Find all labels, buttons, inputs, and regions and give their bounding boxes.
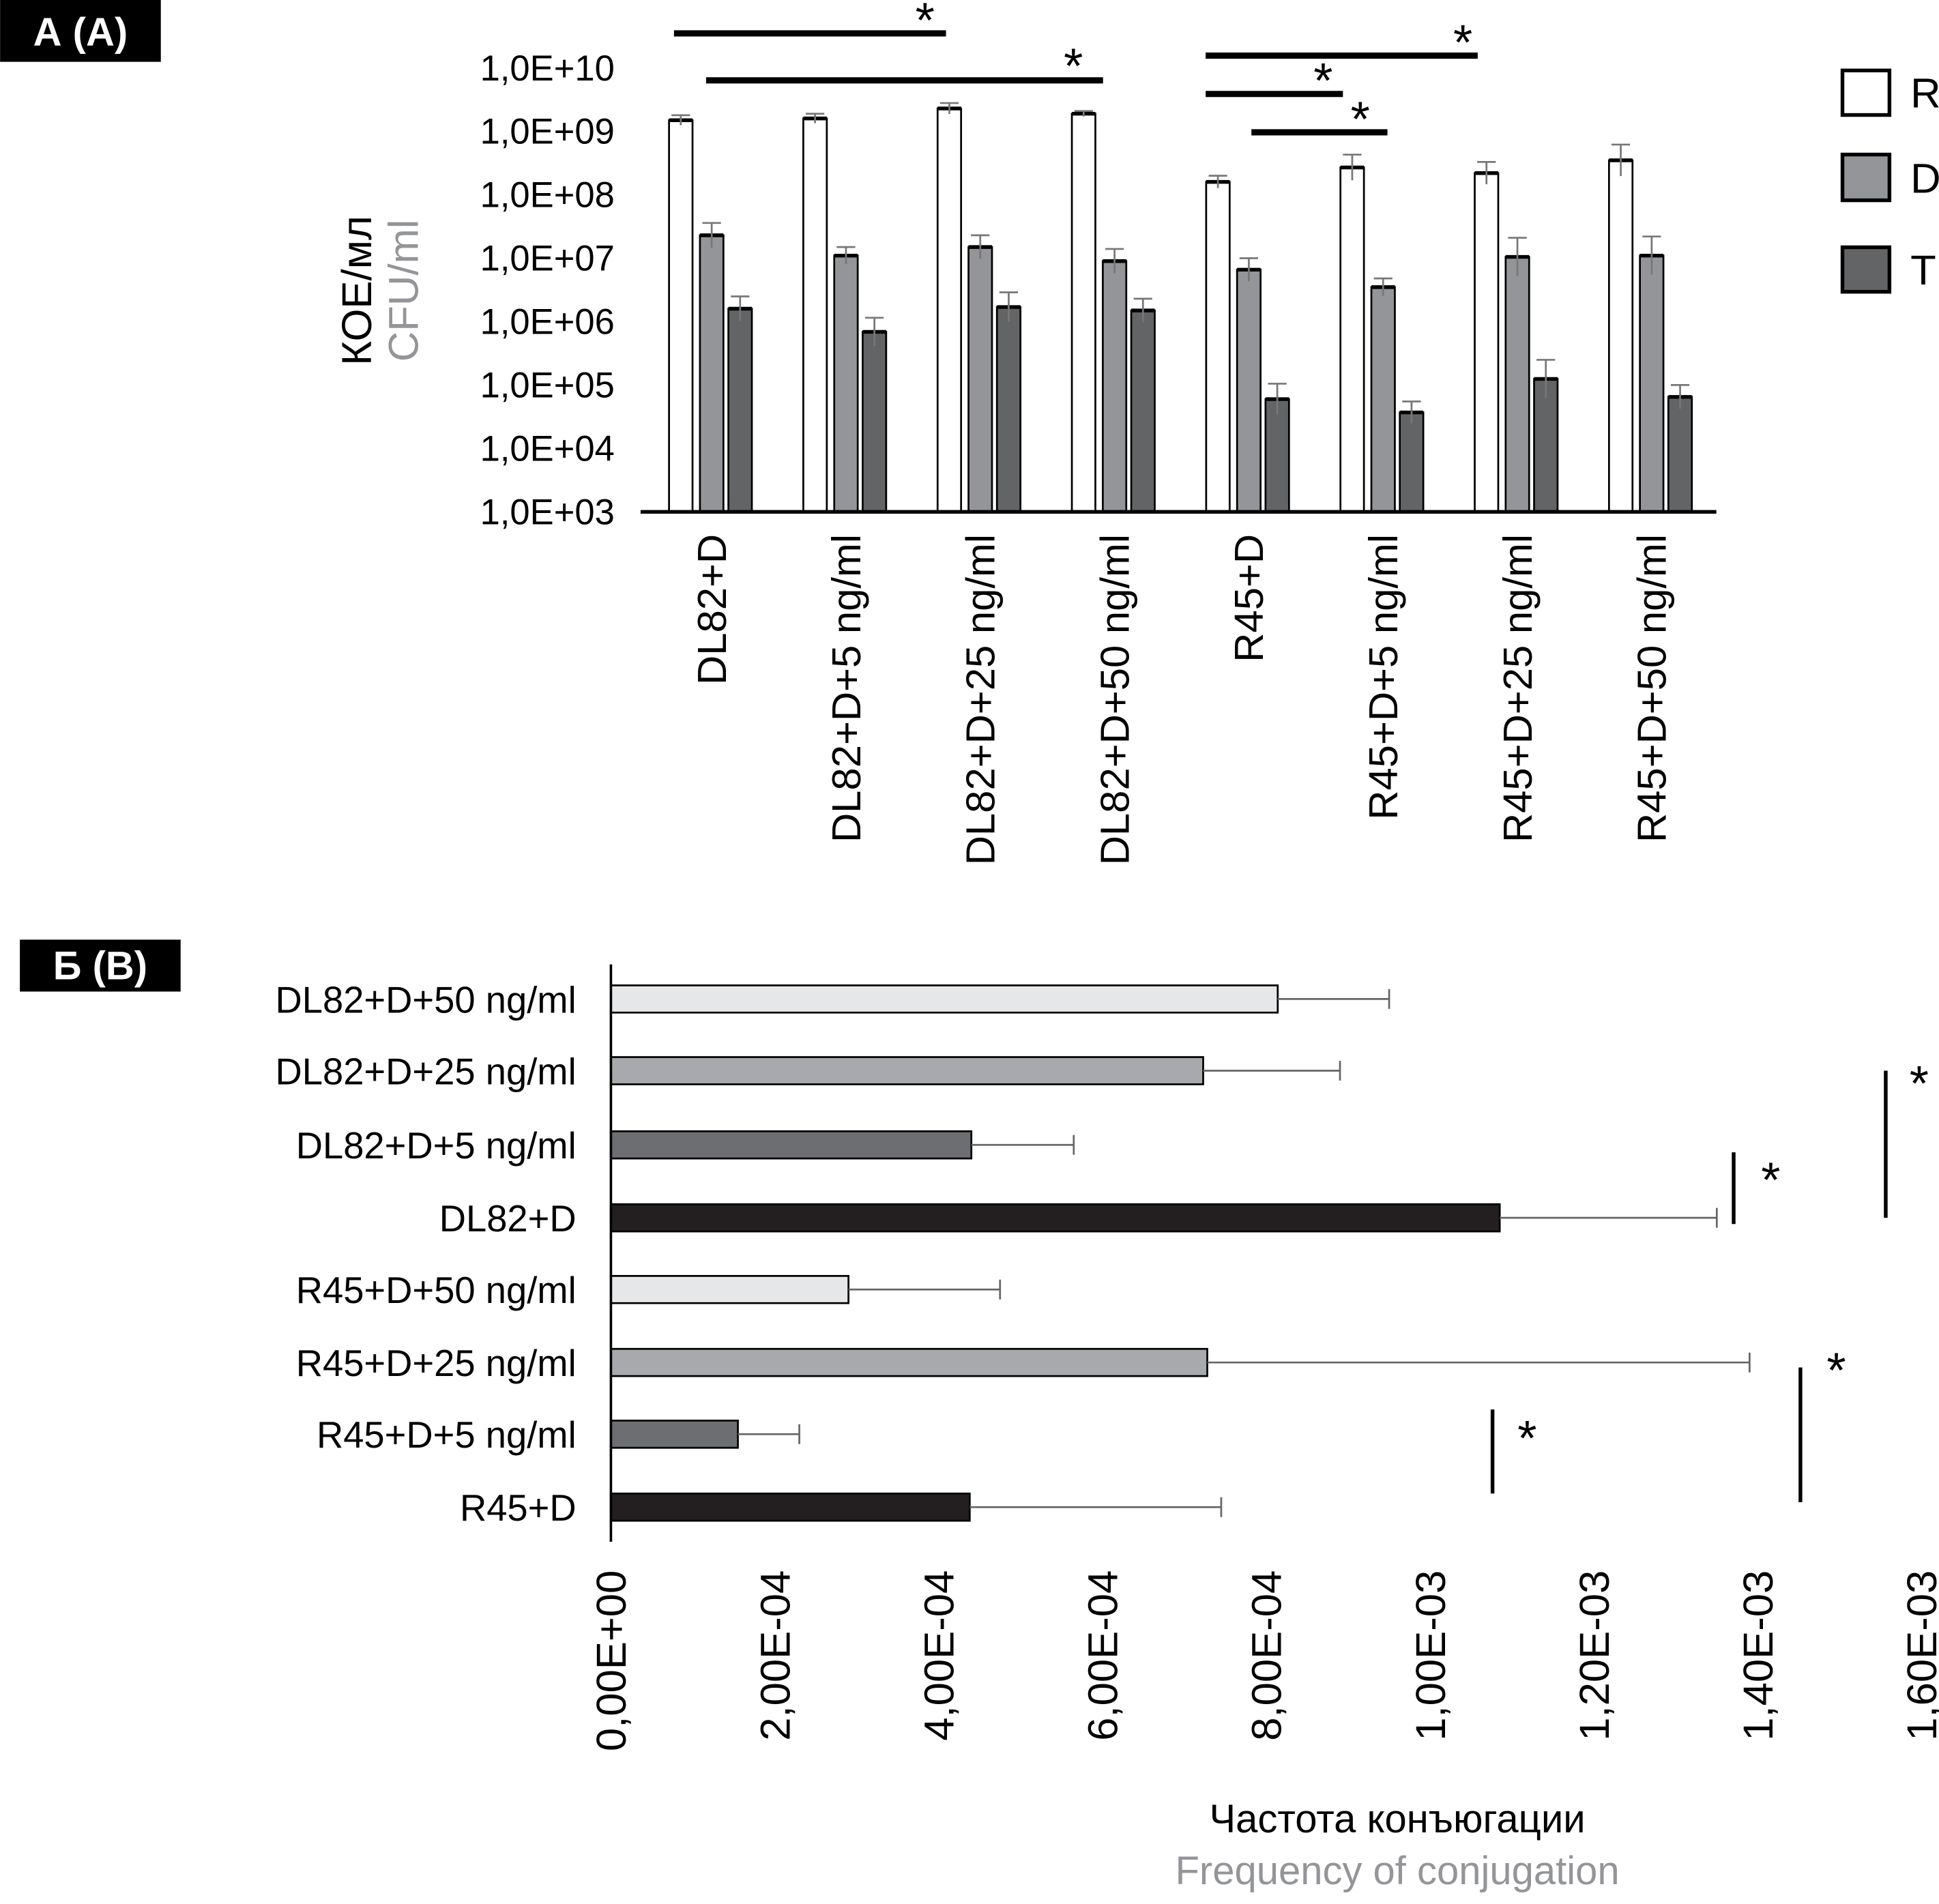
- bar-r: [1205, 181, 1231, 513]
- y-category-label: R45+D: [460, 1487, 577, 1529]
- x-category-label: R45+D: [1226, 534, 1272, 662]
- bar: [610, 1056, 1204, 1085]
- legend-swatch-t: [1840, 245, 1892, 294]
- bar-t: [1533, 378, 1559, 513]
- bar-d: [1370, 286, 1396, 513]
- bar-d: [1102, 260, 1128, 513]
- bar-t: [1130, 309, 1156, 513]
- bar-r: [668, 119, 694, 513]
- bar: [610, 1203, 1501, 1233]
- y-category-label: DL82+D+5 ng/ml: [296, 1125, 577, 1167]
- legend: R D T: [1840, 68, 1939, 294]
- y-tick-label: 1,0E+04: [480, 428, 615, 469]
- y-axis-label: КОЕ/мл: [334, 216, 381, 366]
- y-category-label: R45+D+25 ng/ml: [296, 1343, 577, 1384]
- bar-r: [802, 117, 828, 513]
- bar-t: [1264, 398, 1290, 513]
- y-category-label: R45+D+5 ng/ml: [317, 1414, 577, 1456]
- legend-label-t: T: [1910, 247, 1936, 294]
- y-tick-label: 1,0E+07: [480, 239, 615, 279]
- panel-a: А (А) КОЕ/мл CFU/ml 1,0E+03 1,0E+04 1,0E+0…: [0, 0, 1939, 865]
- bar-t: [1667, 396, 1693, 513]
- x-tick-label: 1,40E-03: [1735, 1570, 1782, 1741]
- legend-label-d: D: [1910, 156, 1939, 203]
- y-tick-label: 1,0E+05: [480, 366, 615, 406]
- x-tick-label: 2,00E-04: [752, 1570, 799, 1741]
- bar: [610, 1420, 739, 1449]
- bar: [610, 1274, 849, 1304]
- panel-b-label-box: [20, 939, 181, 992]
- bar: [610, 984, 1279, 1014]
- x-axis-label: Частота конъюгации: [1209, 1798, 1585, 1841]
- x-category-label: R45+D+25 ng/ml: [1495, 534, 1541, 843]
- panel-b-label: Б (B): [53, 944, 147, 988]
- x-tick-label: 1,00E-03: [1408, 1570, 1455, 1741]
- y-category-label: DL82+D+25 ng/ml: [275, 1051, 576, 1092]
- bar: [610, 1130, 973, 1160]
- bar-d: [1504, 256, 1530, 513]
- bar-t: [727, 308, 753, 513]
- legend-swatch-d: [1840, 152, 1892, 203]
- bar-r: [1474, 172, 1500, 513]
- bar-t: [1399, 411, 1425, 513]
- significance-star: *: [1351, 91, 1370, 147]
- legend-label-r: R: [1910, 70, 1939, 117]
- bar: [610, 1347, 1208, 1377]
- significance-star: *: [1826, 1343, 1846, 1398]
- panel-a-label-box: [0, 0, 161, 62]
- bar-r: [1607, 159, 1634, 513]
- x-category-label: DL82+D+25 ng/ml: [958, 534, 1004, 865]
- legend-swatch-r: [1840, 68, 1892, 117]
- significance-star: *: [1313, 53, 1332, 108]
- significance-star: *: [1064, 38, 1083, 93]
- x-axis-label-en: Frequency of conjugation: [1175, 1849, 1619, 1893]
- y-category-label: DL82+D+50 ng/ml: [275, 979, 576, 1021]
- x-category-label: DL82+D+50 ng/ml: [1092, 534, 1137, 865]
- x-tick-label: 1,20E-03: [1571, 1570, 1618, 1741]
- panel-a-label: А (А): [33, 11, 128, 55]
- x-category-label: DL82+D: [689, 534, 735, 685]
- bar-d: [1639, 254, 1665, 513]
- x-tick-label: 1,60E-03: [1899, 1570, 1939, 1741]
- y-tick-label: 1,0E+08: [480, 175, 615, 216]
- bar-r: [936, 107, 963, 513]
- y-category-label: DL82+D: [439, 1198, 577, 1240]
- significance-star: *: [1761, 1152, 1780, 1207]
- y-tick-label: 1,0E+09: [480, 112, 615, 152]
- bar-d: [1236, 268, 1262, 513]
- y-tick-label: 1,0E+10: [480, 48, 615, 89]
- bar-d: [967, 246, 993, 513]
- bar-t: [862, 331, 888, 513]
- y-tick-label: 1,0E+06: [480, 302, 615, 342]
- panel-b: Б (B) DL82+D+50 ng/ml DL82+D+25 ng/ml DL82…: [20, 939, 1939, 1893]
- x-tick-label: 6,00E-04: [1080, 1570, 1127, 1741]
- bar-r: [1339, 166, 1365, 513]
- significance-star: *: [1910, 1056, 1929, 1111]
- x-category-label: R45+D+50 ng/ml: [1629, 534, 1675, 843]
- y-category-label: R45+D+50 ng/ml: [296, 1270, 577, 1311]
- bar: [610, 1492, 971, 1522]
- y-tick-label: 1,0E+03: [480, 492, 615, 532]
- bar-t: [995, 306, 1022, 513]
- significance-star: *: [1517, 1411, 1536, 1466]
- x-tick-label: 8,00E-04: [1244, 1570, 1291, 1741]
- x-category-label: DL82+D+5 ng/ml: [823, 534, 869, 843]
- y-axis-label-en: CFU/ml: [381, 220, 428, 362]
- x-tick-label: 0,00E+00: [588, 1570, 635, 1752]
- x-tick-label: 4,00E-04: [916, 1570, 963, 1741]
- bar-d: [833, 254, 859, 513]
- x-category-label: R45+D+5 ng/ml: [1360, 534, 1406, 820]
- bar-r: [1070, 113, 1096, 513]
- significance-star: *: [1453, 15, 1472, 70]
- significance-star: *: [916, 0, 935, 48]
- bar-d: [699, 234, 725, 513]
